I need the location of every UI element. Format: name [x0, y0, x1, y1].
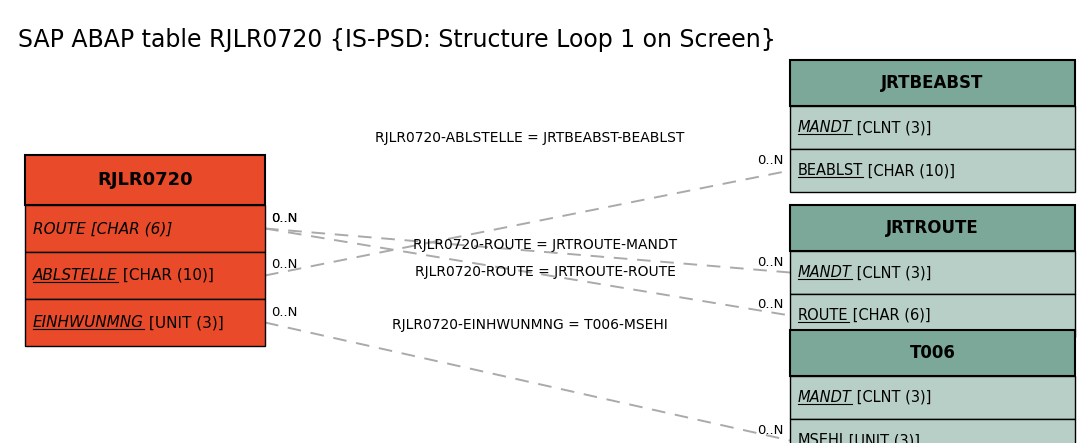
Text: [UNIT (3)]: [UNIT (3)] [144, 315, 224, 330]
Bar [790, 419, 1075, 443]
Bar [790, 251, 1075, 294]
Bar [25, 252, 265, 299]
Bar [25, 299, 265, 346]
Text: [CLNT (3)]: [CLNT (3)] [851, 265, 931, 280]
Bar [790, 149, 1075, 192]
Text: 0..N: 0..N [271, 306, 298, 319]
Text: MSEHI: MSEHI [798, 433, 844, 443]
Text: 0..N: 0..N [271, 211, 298, 225]
Bar [790, 294, 1075, 337]
Text: RJLR0720-ABLSTELLE = JRTBEABST-BEABLST: RJLR0720-ABLSTELLE = JRTBEABST-BEABLST [376, 131, 684, 145]
Text: [CHAR (10)]: [CHAR (10)] [863, 163, 955, 178]
Text: MANDT: MANDT [798, 120, 851, 135]
Text: ROUTE [CHAR (6)]: ROUTE [CHAR (6)] [32, 221, 172, 236]
Text: 0..N: 0..N [758, 256, 784, 268]
Text: [CLNT (3)]: [CLNT (3)] [851, 390, 931, 405]
Text: [CHAR (6)]: [CHAR (6)] [848, 308, 931, 323]
Bar [25, 205, 265, 252]
Text: 0..N: 0..N [271, 259, 298, 272]
Text: SAP ABAP table RJLR0720 {IS-PSD: Structure Loop 1 on Screen}: SAP ABAP table RJLR0720 {IS-PSD: Structu… [18, 28, 775, 52]
Bar [790, 106, 1075, 149]
Text: ABLSTELLE: ABLSTELLE [32, 268, 118, 283]
Bar [790, 205, 1075, 251]
Text: 0..N: 0..N [758, 154, 784, 167]
Text: [CHAR (10)]: [CHAR (10)] [118, 268, 213, 283]
Bar [790, 60, 1075, 106]
Text: MANDT: MANDT [798, 265, 851, 280]
Text: EINHWUNMNG: EINHWUNMNG [32, 315, 144, 330]
Bar [790, 330, 1075, 376]
Text: RJLR0720-ROUTE = JRTROUTE-ROUTE: RJLR0720-ROUTE = JRTROUTE-ROUTE [415, 265, 676, 279]
Text: JRTBEABST: JRTBEABST [882, 74, 983, 92]
Text: RJLR0720: RJLR0720 [97, 171, 193, 189]
Text: BEABLST: BEABLST [798, 163, 863, 178]
Bar [790, 376, 1075, 419]
Text: [UNIT (3)]: [UNIT (3)] [844, 433, 921, 443]
Text: ROUTE: ROUTE [798, 308, 848, 323]
Text: 0..N: 0..N [758, 299, 784, 311]
Text: MANDT: MANDT [798, 390, 851, 405]
Text: RJLR0720-ROUTE = JRTROUTE-MANDT: RJLR0720-ROUTE = JRTROUTE-MANDT [413, 238, 677, 252]
Text: 0..N: 0..N [271, 211, 298, 225]
Text: 0..N: 0..N [758, 424, 784, 436]
Text: T006: T006 [910, 344, 955, 362]
Text: JRTROUTE: JRTROUTE [886, 219, 979, 237]
Text: RJLR0720-EINHWUNMNG = T006-MSEHI: RJLR0720-EINHWUNMNG = T006-MSEHI [392, 318, 668, 332]
Bar [25, 155, 265, 205]
Text: [CLNT (3)]: [CLNT (3)] [851, 120, 931, 135]
